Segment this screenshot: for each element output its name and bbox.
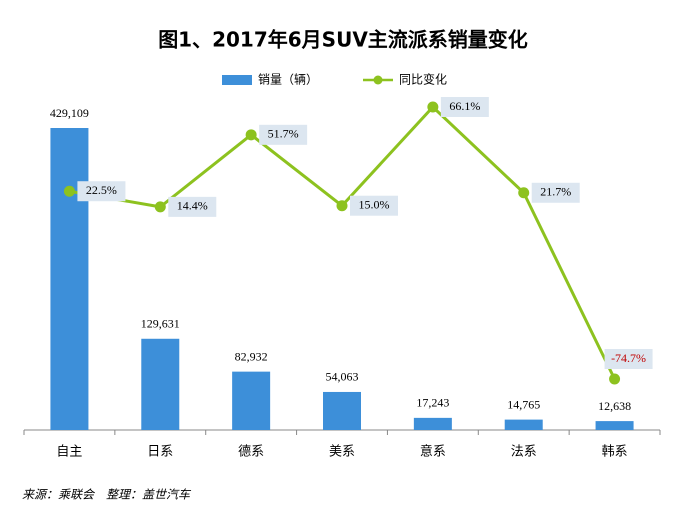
x-tick-label: 韩系 [602,445,628,460]
line-value-label: 51.7% [268,127,299,141]
x-tick-label: 意系 [420,444,446,460]
x-tick-label: 法系 [511,445,537,460]
bar [141,338,180,430]
line-point [609,373,621,385]
label-box [604,349,653,369]
line-point [245,129,257,141]
bar [323,391,361,430]
legend-label: 销量（辆） [258,73,318,87]
bar [413,417,452,430]
bar-value-label: 429,109 [50,106,89,120]
legend-label: 同比变化 [399,72,447,87]
line-point [154,201,166,213]
bar-value-label: 82,932 [235,349,268,363]
label-box [168,196,217,217]
label-box [531,182,580,203]
line-point [518,187,530,199]
line-point [63,185,75,197]
line-value-label: 15.0% [359,197,390,211]
line-value-label: 14.4% [177,199,208,213]
chart-title: 图1、2017年6月SUV主流派系销量变化 [158,28,528,52]
x-tick-label: 日系 [147,445,173,460]
bar-value-label: 129,631 [141,317,180,331]
x-tick-label: 自主 [56,445,82,460]
label-box [350,195,398,216]
bar-value-label: 14,765 [507,397,540,411]
line-value-label: -74.7% [611,351,646,365]
bar [595,421,634,430]
line-point [427,101,439,113]
label-box [440,97,489,117]
bar [50,128,89,430]
label-box [259,124,308,145]
label-box [77,181,126,202]
x-tick-label: 美系 [329,445,355,460]
source: 来源：乘联会 整理：盖世汽车 [22,488,192,502]
bar [504,419,543,430]
bar [232,371,271,430]
x-tick-label: 德系 [238,445,264,460]
bar-value-label: 12,638 [598,399,631,413]
line-value-label: 66.1% [449,99,480,113]
line-value-label: 22.5% [86,183,117,197]
line-value-label: 21.7% [540,185,571,199]
legend-swatch [222,75,252,85]
bar-value-label: 54,063 [326,370,359,384]
line-point [336,200,348,212]
bar-value-label: 17,243 [416,396,449,410]
legend-swatch [373,75,383,85]
